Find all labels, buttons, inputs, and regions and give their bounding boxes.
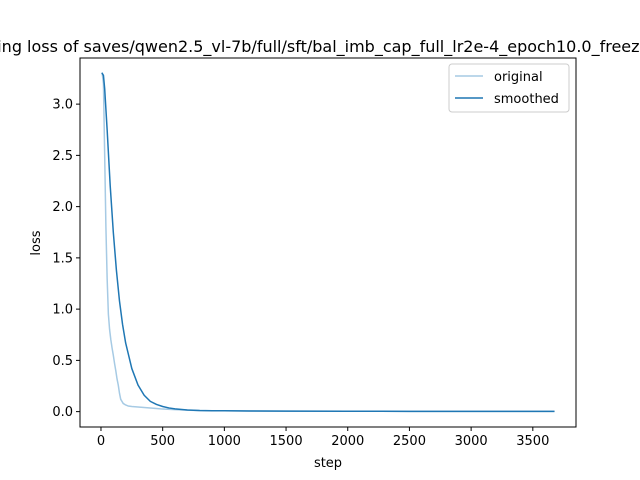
x-tick-label: 1000	[208, 434, 241, 449]
x-axis-label: step	[314, 456, 342, 471]
x-tick-label: 2000	[331, 434, 364, 449]
y-axis-ticks: 0.0 0.5 1.0 1.5 2.0 2.5 3.0	[52, 98, 80, 420]
y-axis-label: loss	[29, 230, 44, 255]
plot-frame	[79, 57, 577, 428]
series-layer	[101, 72, 555, 413]
x-tick-label: 3500	[516, 434, 549, 449]
x-tick-label: 0	[97, 434, 105, 449]
y-tick-label: 1.5	[52, 251, 73, 266]
x-tick-label: 3000	[455, 434, 488, 449]
x-axis-ticks: 0 500 1000 1500 2000 2500 3000 3500	[97, 427, 549, 449]
x-tick-label: 500	[150, 434, 175, 449]
series-line-smoothed	[101, 72, 555, 413]
y-tick-label: 2.0	[52, 200, 73, 215]
y-tick-label: 0.5	[52, 354, 73, 369]
y-tick-label: 1.0	[52, 303, 73, 318]
y-tick-label: 0.0	[52, 405, 73, 420]
legend: original smoothed	[448, 63, 570, 113]
x-tick-label: 2500	[393, 434, 426, 449]
legend-original-label: original	[494, 70, 543, 85]
y-tick-label: 2.5	[52, 149, 73, 164]
y-tick-label: 3.0	[52, 98, 73, 113]
legend-smoothed-label: smoothed	[494, 92, 559, 107]
chart-title: training loss of saves/qwen2.5_vl-7b/ful…	[0, 37, 640, 57]
x-tick-label: 1500	[270, 434, 303, 449]
